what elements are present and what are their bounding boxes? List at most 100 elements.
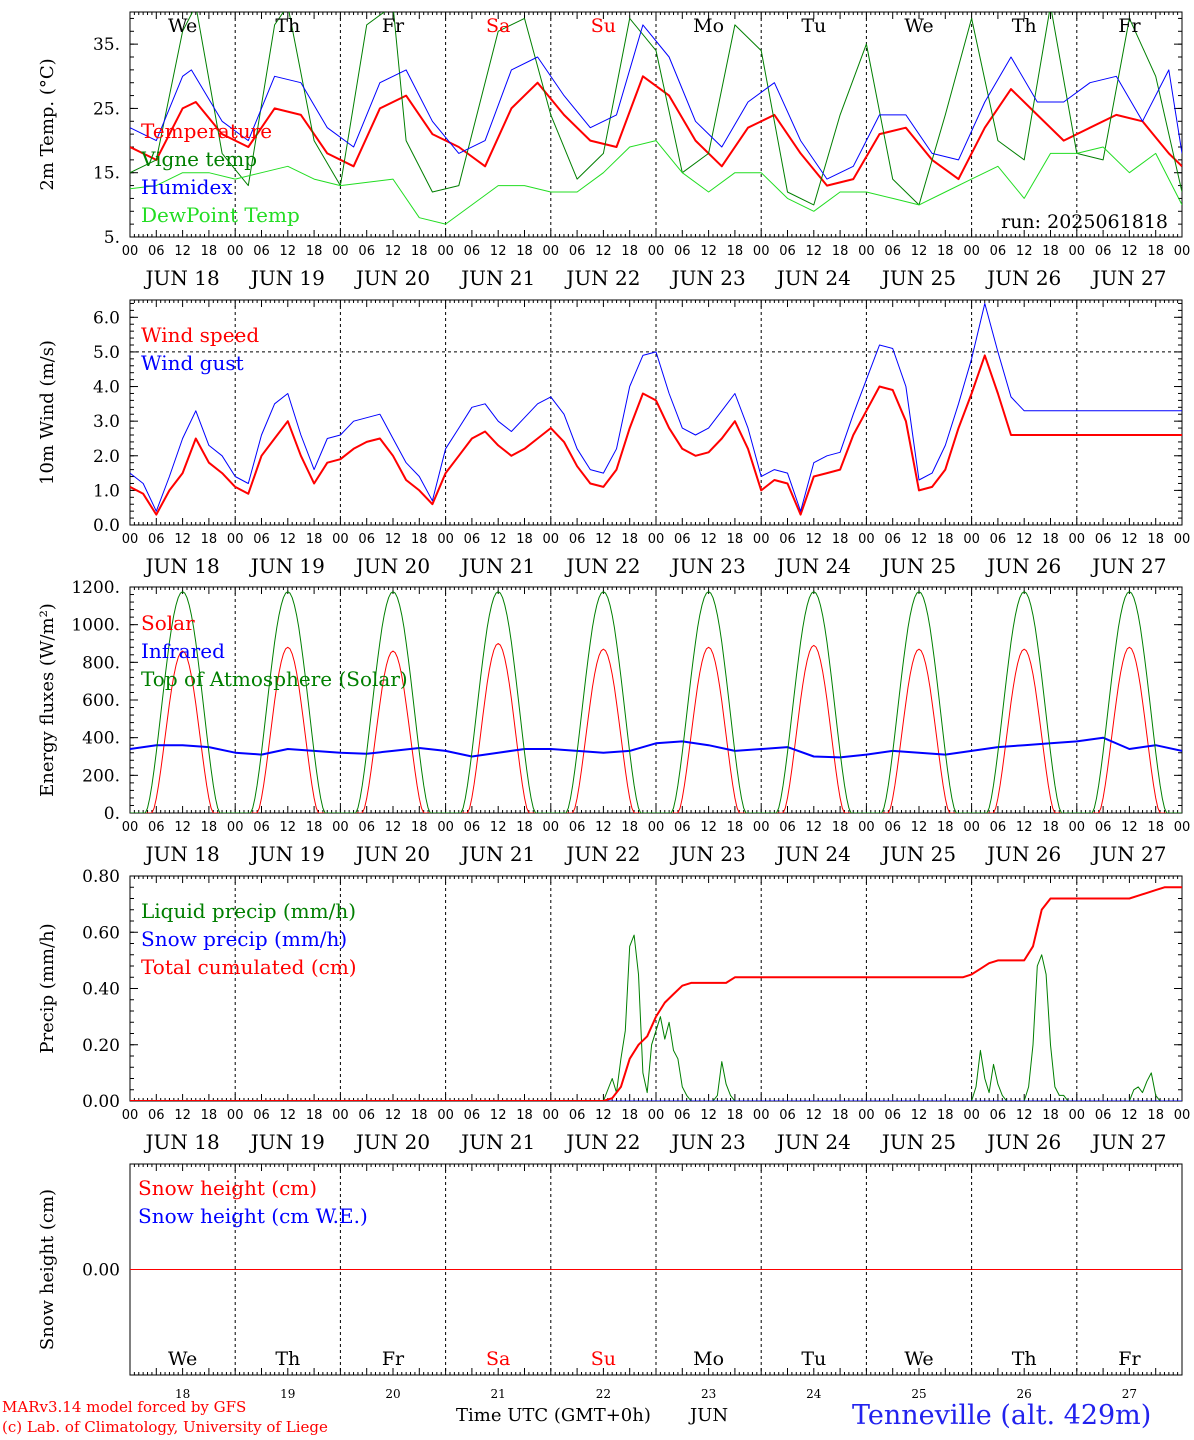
hour-tick-label: 18 bbox=[937, 1108, 954, 1123]
hour-tick-label: 18 bbox=[516, 820, 533, 835]
weekday-label: Sa bbox=[486, 1348, 510, 1370]
hour-tick-label: 18 bbox=[621, 244, 638, 259]
hour-tick-label: 06 bbox=[358, 820, 375, 835]
hour-tick-label: 00 bbox=[1069, 1108, 1086, 1123]
series-line-solar bbox=[130, 643, 1182, 813]
hour-tick-label: 00 bbox=[963, 532, 980, 547]
y-tick-label: 0.40 bbox=[82, 980, 120, 1000]
hour-tick-label: 18 bbox=[1042, 820, 1059, 835]
weekday-label: Tu bbox=[801, 1348, 826, 1370]
hour-tick-label: 00 bbox=[753, 820, 770, 835]
series-line-top-of-atmosphere-solar- bbox=[130, 591, 1182, 813]
hour-tick-label: 00 bbox=[227, 820, 244, 835]
hour-tick-label: 18 bbox=[937, 820, 954, 835]
station-label: Tenneville (alt. 429m) bbox=[852, 1400, 1152, 1431]
weekday-label: Su bbox=[591, 15, 616, 37]
day-number: 20 bbox=[385, 1387, 400, 1401]
hour-tick-label: 18 bbox=[201, 244, 218, 259]
y-tick-label: 0.00 bbox=[82, 1261, 120, 1281]
hour-tick-label: 00 bbox=[858, 244, 875, 259]
date-label: JUN 27 bbox=[1090, 554, 1166, 578]
hour-tick-label: 12 bbox=[1121, 244, 1138, 259]
date-label: JUN 21 bbox=[459, 554, 535, 578]
date-label: JUN 19 bbox=[249, 266, 325, 290]
panel-frame bbox=[129, 299, 1183, 526]
hour-tick-label: 06 bbox=[1095, 532, 1112, 547]
hour-tick-label: 18 bbox=[411, 532, 428, 547]
weekday-label: We bbox=[904, 15, 933, 37]
hour-tick-label: 18 bbox=[201, 532, 218, 547]
hour-tick-label: 18 bbox=[727, 1108, 744, 1123]
weekday-label: Fr bbox=[382, 15, 405, 37]
weekday-label: Fr bbox=[382, 1348, 405, 1370]
hour-tick-label: 06 bbox=[464, 532, 481, 547]
hour-tick-label: 18 bbox=[727, 820, 744, 835]
y-axis-label: 2m Temp. (°C) bbox=[37, 58, 58, 190]
y-tick-label: 6.0 bbox=[93, 308, 120, 328]
date-label: JUN 26 bbox=[985, 1130, 1061, 1154]
hour-tick-label: 06 bbox=[569, 1108, 586, 1123]
hour-tick-label: 00 bbox=[1174, 820, 1191, 835]
date-label: JUN 21 bbox=[459, 266, 535, 290]
hour-tick-label: 06 bbox=[253, 1108, 270, 1123]
weekday-label: Mo bbox=[693, 15, 724, 37]
legend-entry: Vigne temp bbox=[140, 147, 257, 171]
hour-tick-label: 12 bbox=[911, 244, 928, 259]
hour-tick-label: 18 bbox=[832, 532, 849, 547]
hour-tick-label: 12 bbox=[911, 820, 928, 835]
hour-tick-label: 00 bbox=[332, 820, 349, 835]
hour-tick-label: 06 bbox=[148, 1108, 165, 1123]
hour-tick-label: 12 bbox=[700, 820, 717, 835]
y-tick-label: 0.60 bbox=[82, 923, 120, 943]
hour-tick-label: 06 bbox=[884, 820, 901, 835]
hour-tick-label: 12 bbox=[806, 532, 823, 547]
legend-entry: Wind gust bbox=[141, 351, 244, 375]
hour-tick-label: 06 bbox=[779, 820, 796, 835]
date-label: JUN 18 bbox=[144, 842, 220, 866]
y-tick-label: 1200. bbox=[71, 578, 120, 598]
hour-tick-label: 00 bbox=[963, 244, 980, 259]
series-line-total-cumulated-cm- bbox=[130, 886, 1182, 1101]
hour-tick-label: 06 bbox=[148, 532, 165, 547]
day-number: 24 bbox=[806, 1387, 822, 1401]
hour-tick-label: 00 bbox=[543, 244, 560, 259]
day-number: 22 bbox=[596, 1387, 611, 1401]
panel-3: 0. 200. 400. 600. 800. 1000. 1200. Energy fluxe… bbox=[37, 578, 1190, 866]
date-label: JUN 26 bbox=[985, 554, 1061, 578]
hour-tick-label: 06 bbox=[779, 244, 796, 259]
hour-tick-label: 06 bbox=[1095, 1108, 1112, 1123]
legend-entry: DewPoint Temp bbox=[141, 203, 300, 227]
day-number: 18 bbox=[175, 1387, 190, 1401]
hour-tick-label: 12 bbox=[911, 532, 928, 547]
hour-tick-label: 00 bbox=[1174, 532, 1191, 547]
date-label: JUN 20 bbox=[354, 842, 430, 866]
hour-tick-label: 06 bbox=[569, 244, 586, 259]
series-group bbox=[130, 591, 1182, 813]
date-label: JUN 27 bbox=[1090, 1130, 1166, 1154]
hour-tick-label: 00 bbox=[332, 1108, 349, 1123]
run-label: run: 2025061818 bbox=[1001, 211, 1168, 233]
date-label: JUN 20 bbox=[354, 554, 430, 578]
weekday-label: Th bbox=[1012, 1348, 1037, 1370]
hour-tick-label: 18 bbox=[306, 244, 323, 259]
day-number: 26 bbox=[1017, 1387, 1032, 1401]
hour-tick-label: 12 bbox=[595, 532, 612, 547]
hour-tick-label: 00 bbox=[1069, 820, 1086, 835]
date-label: JUN 25 bbox=[880, 266, 956, 290]
legend-entry: Humidex bbox=[141, 175, 233, 199]
hour-tick-label: 18 bbox=[832, 244, 849, 259]
series-line-wind-speed bbox=[130, 354, 1182, 516]
hour-tick-label: 12 bbox=[385, 244, 402, 259]
hour-tick-label: 06 bbox=[990, 532, 1007, 547]
hour-tick-label: 00 bbox=[1174, 1108, 1191, 1123]
y-tick-label: 200. bbox=[82, 766, 120, 786]
hour-tick-label: 12 bbox=[490, 820, 507, 835]
hour-tick-label: 06 bbox=[148, 820, 165, 835]
hour-tick-label: 00 bbox=[122, 244, 139, 259]
hour-tick-label: 00 bbox=[963, 820, 980, 835]
hour-tick-label: 12 bbox=[385, 1108, 402, 1123]
hour-tick-label: 06 bbox=[884, 532, 901, 547]
hour-tick-label: 00 bbox=[227, 532, 244, 547]
hour-tick-label: 06 bbox=[990, 1108, 1007, 1123]
